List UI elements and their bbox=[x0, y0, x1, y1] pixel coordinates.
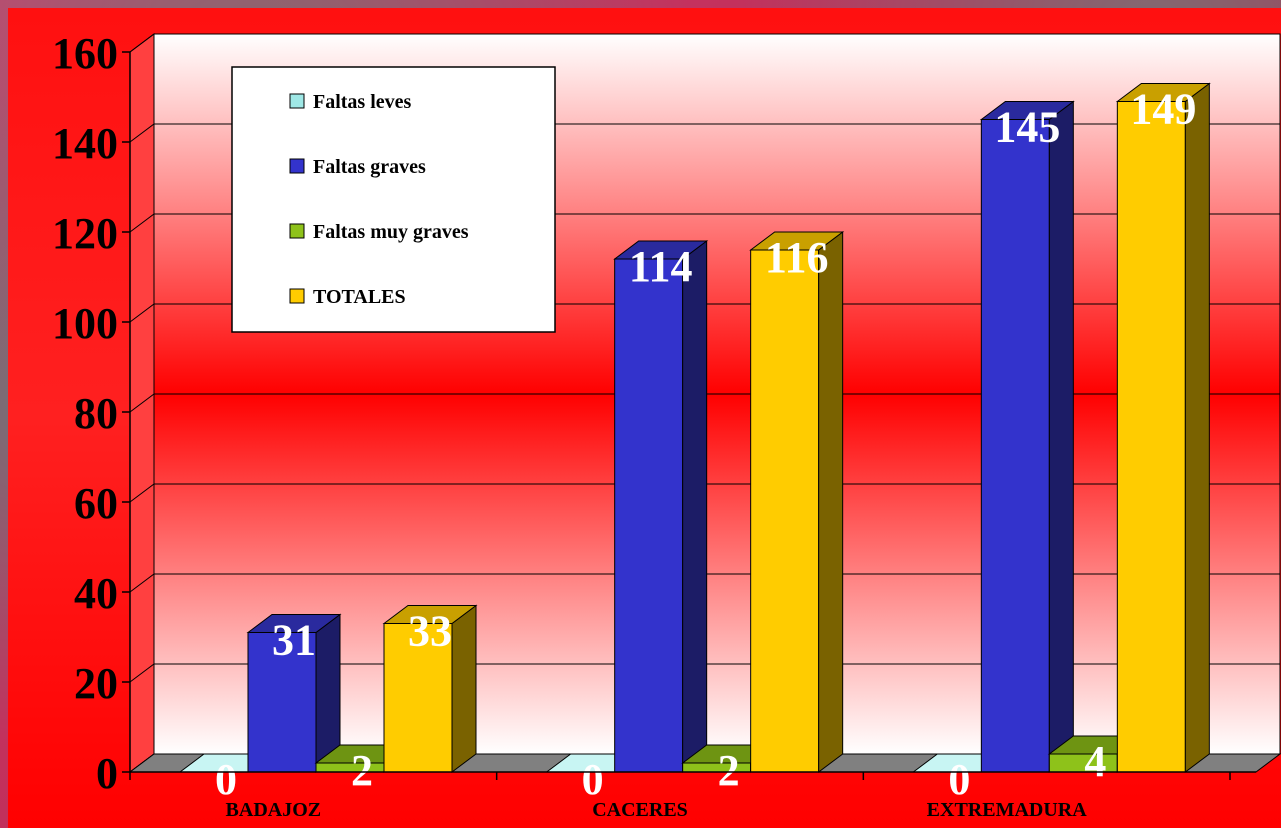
bar-side bbox=[1184, 82, 1210, 773]
data-label: 2 bbox=[718, 746, 740, 795]
data-label: 2 bbox=[351, 746, 373, 795]
gridline bbox=[129, 33, 1280, 53]
y-tick-label: 120 bbox=[52, 209, 118, 258]
legend-box bbox=[231, 66, 556, 333]
bar-top bbox=[246, 614, 342, 633]
legend-swatch bbox=[289, 93, 305, 109]
bar-side bbox=[451, 604, 477, 773]
data-label: 145 bbox=[994, 103, 1060, 152]
y-tick-label: 140 bbox=[52, 119, 118, 168]
data-label: 0 bbox=[582, 755, 604, 804]
gridline bbox=[129, 483, 1280, 503]
data-labels: 0 31 2 33 0 114 2 116 0 145 4 149 bbox=[215, 85, 1196, 805]
bar-front bbox=[1116, 101, 1186, 773]
bar-top bbox=[382, 605, 478, 624]
bar-top bbox=[749, 231, 845, 251]
bar-front bbox=[383, 623, 453, 773]
gridline bbox=[129, 393, 1280, 413]
gridline bbox=[129, 663, 1280, 683]
data-label: 31 bbox=[272, 616, 316, 665]
y-tick-label: 20 bbox=[74, 659, 118, 708]
data-label: 0 bbox=[215, 755, 237, 804]
legend: Faltas leves Faltas graves Faltas muy grav… bbox=[231, 66, 556, 333]
bar-front bbox=[614, 258, 684, 773]
legend-label: TOTALES bbox=[313, 286, 406, 308]
gridline bbox=[129, 573, 1280, 593]
x-tick-label: EXTREMADURA bbox=[927, 799, 1088, 821]
bar-side bbox=[1048, 100, 1074, 773]
y-tick-label: 160 bbox=[52, 29, 118, 78]
data-label: 114 bbox=[629, 242, 693, 291]
data-label: 149 bbox=[1130, 85, 1196, 134]
legend-swatch bbox=[289, 288, 305, 304]
legend-label: Faltas graves bbox=[313, 156, 426, 178]
y-tick-label: 100 bbox=[52, 299, 118, 348]
bars bbox=[178, 82, 1211, 773]
bar-top bbox=[613, 240, 709, 260]
bar-front bbox=[315, 762, 385, 773]
y-tick-label: 60 bbox=[74, 479, 118, 528]
legend-label: Faltas leves bbox=[313, 91, 412, 113]
bar-top bbox=[1115, 83, 1211, 102]
x-tick-label: CACERES bbox=[592, 799, 688, 821]
data-label: 116 bbox=[765, 233, 829, 282]
x-tick-label: BADAJOZ bbox=[226, 799, 322, 821]
y-tick-label: 0 bbox=[96, 749, 118, 798]
bar-top bbox=[979, 101, 1075, 120]
gridline bbox=[129, 303, 1280, 323]
legend-swatch bbox=[289, 223, 305, 239]
bar-front bbox=[1048, 753, 1118, 773]
bar-front bbox=[750, 249, 820, 773]
y-tick-label: 80 bbox=[74, 389, 118, 438]
data-label: 4 bbox=[1084, 737, 1106, 786]
bar-side bbox=[682, 240, 708, 773]
gridline bbox=[129, 213, 1280, 233]
bar-side bbox=[818, 231, 844, 773]
data-label: 0 bbox=[948, 755, 970, 804]
gridline bbox=[129, 123, 1280, 143]
bar-front bbox=[980, 119, 1050, 773]
legend-swatch bbox=[289, 158, 305, 174]
y-tick-label: 40 bbox=[74, 569, 118, 618]
bar-front bbox=[682, 762, 752, 773]
data-label: 33 bbox=[408, 607, 452, 656]
legend-label: Faltas muy graves bbox=[313, 221, 469, 243]
